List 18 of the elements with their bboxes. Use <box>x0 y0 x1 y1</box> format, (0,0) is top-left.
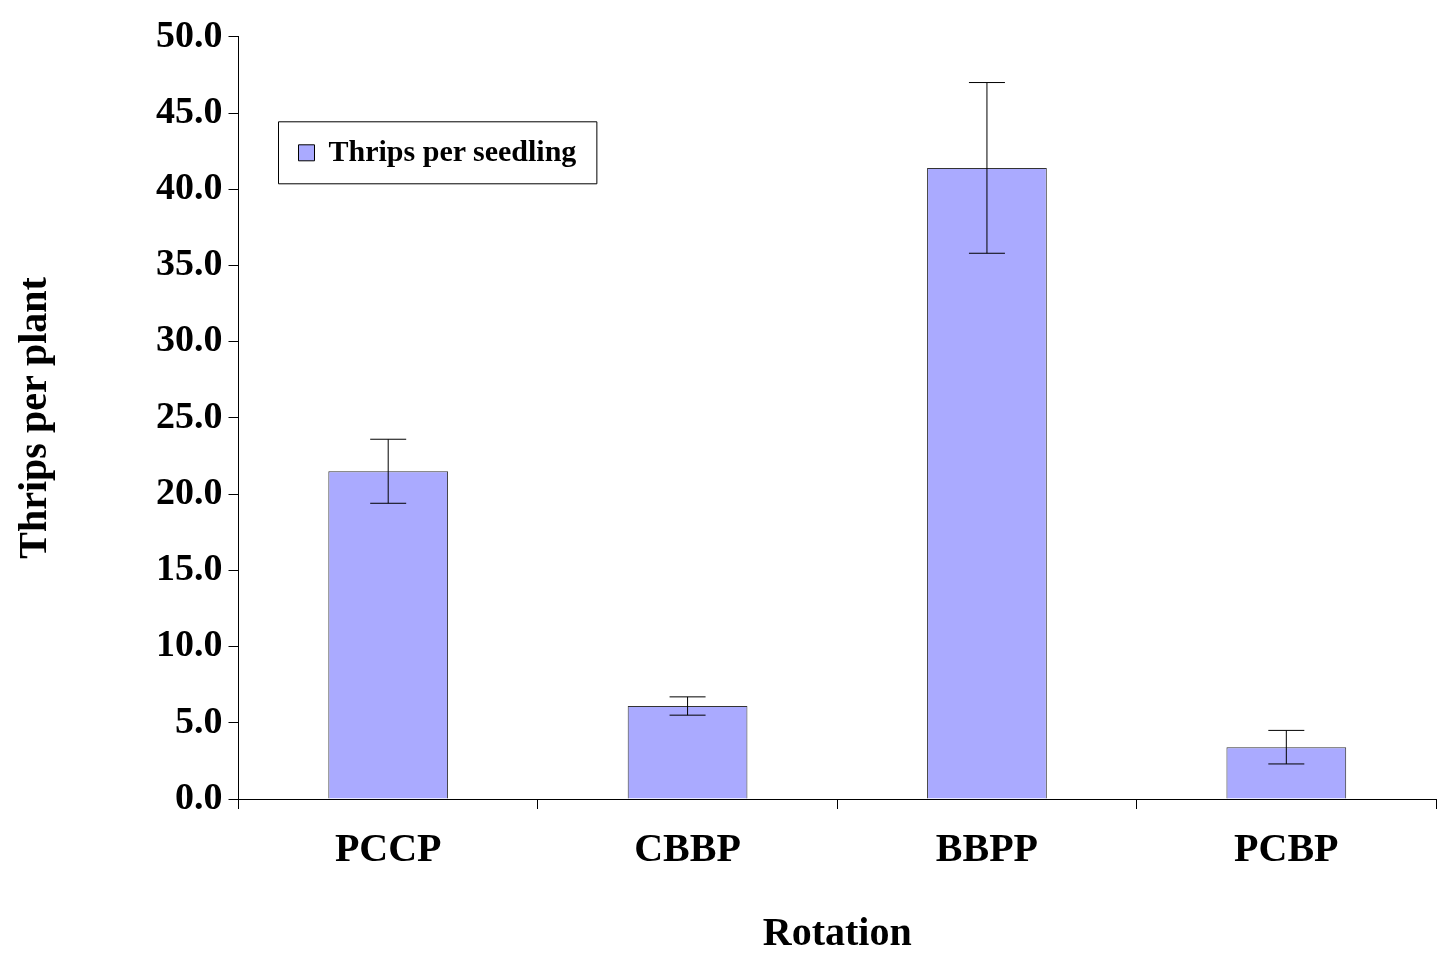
legend-label: Thrips per seedling <box>328 133 577 167</box>
y-tick-label: 10.0 <box>156 622 223 665</box>
x-tick-label: PCCP <box>334 825 442 871</box>
y-tick-label: 50.0 <box>156 12 223 55</box>
y-tick-label: 25.0 <box>156 393 223 436</box>
y-tick-label: 5.0 <box>175 698 223 741</box>
x-axis-title: Rotation <box>762 909 912 955</box>
x-tick-label: BBPP <box>935 825 1039 871</box>
y-tick-label: 40.0 <box>156 165 223 208</box>
x-tick-label: PCBP <box>1234 825 1339 871</box>
y-axis-title: Thrips per plant <box>10 276 56 559</box>
x-tick-label: CBBP <box>634 825 741 871</box>
y-tick-label: 15.0 <box>156 546 223 589</box>
y-tick-label: 45.0 <box>156 88 223 131</box>
y-tick-label: 20.0 <box>156 469 223 512</box>
y-tick-label: 35.0 <box>156 241 223 284</box>
y-tick-label: 30.0 <box>156 317 223 360</box>
y-tick-label: 0.0 <box>175 774 223 817</box>
